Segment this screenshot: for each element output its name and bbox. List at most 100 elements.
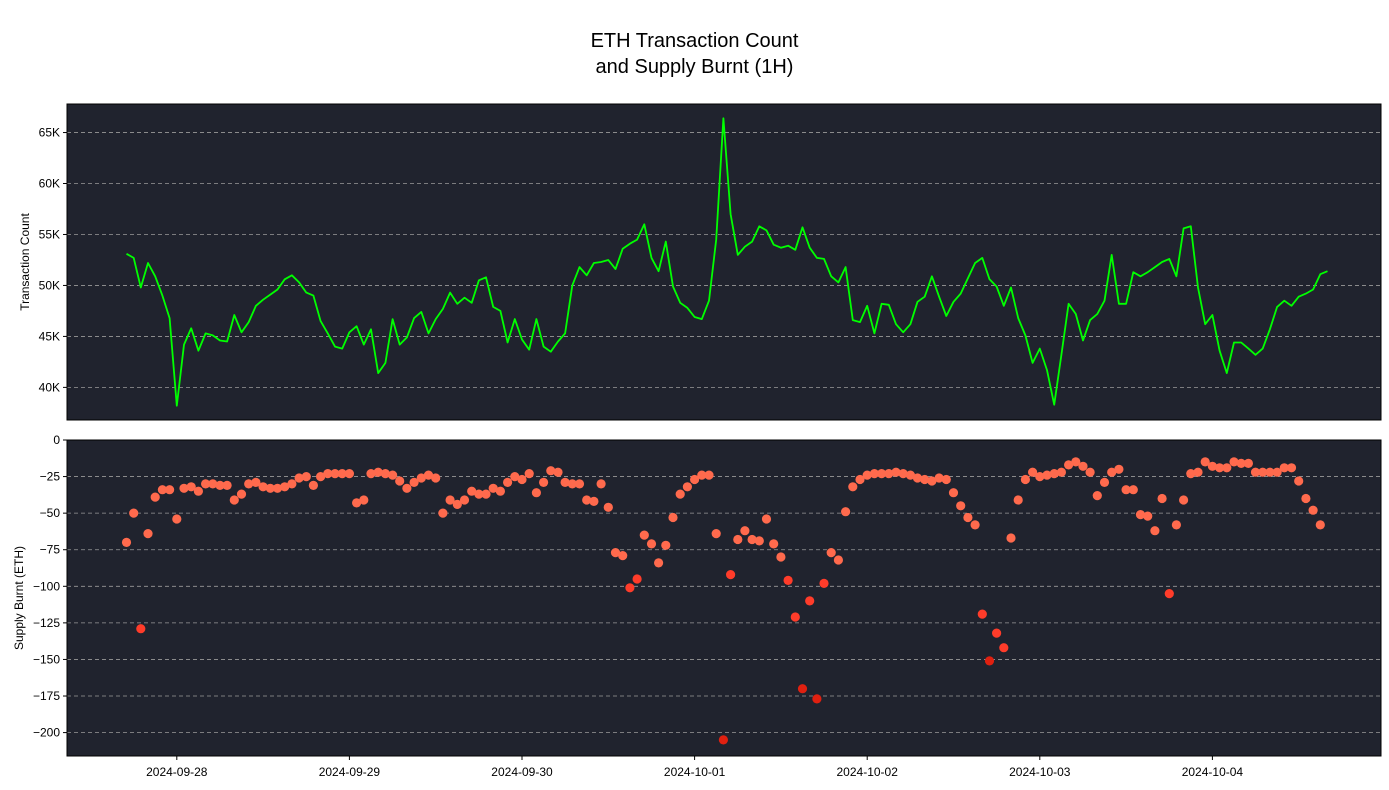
data-point	[862, 470, 872, 480]
data-point	[531, 488, 542, 498]
data-point	[596, 479, 606, 489]
data-point	[711, 529, 721, 539]
data-point	[733, 534, 743, 545]
supply-burnt-panel: −200 −175 −150 −125 −100 −75 −50 −25 0 Supply Bur…	[12, 433, 1382, 757]
data-point	[1013, 495, 1023, 505]
data-point	[1056, 467, 1066, 477]
data-point	[222, 480, 232, 490]
y-tick-label: 0	[53, 433, 60, 447]
data-point	[646, 539, 657, 549]
data-point	[877, 469, 887, 479]
data-point	[668, 512, 678, 523]
x-tick-label: 2024-09-30	[491, 765, 553, 779]
data-point	[718, 735, 729, 745]
data-point	[1286, 463, 1297, 473]
data-point	[999, 643, 1009, 653]
data-point	[1135, 509, 1146, 520]
data-point	[258, 482, 268, 492]
data-point	[1128, 485, 1138, 495]
data-point	[855, 474, 865, 485]
data-point	[747, 534, 757, 545]
data-point	[301, 472, 311, 482]
data-point	[546, 466, 556, 476]
data-point	[905, 470, 916, 480]
data-point	[654, 558, 664, 568]
data-point	[553, 467, 563, 477]
data-point	[560, 477, 570, 487]
data-point	[467, 486, 477, 496]
y-tick-label: −100	[33, 579, 60, 593]
x-tick-label: 2024-10-04	[1182, 765, 1244, 779]
data-point	[912, 473, 923, 483]
data-point	[316, 472, 326, 482]
data-point	[740, 526, 750, 536]
data-point	[574, 479, 585, 489]
data-point	[1099, 477, 1110, 487]
data-point	[1078, 461, 1088, 471]
data-point	[1301, 493, 1311, 504]
data-point	[157, 485, 167, 495]
data-point	[610, 548, 621, 558]
data-point	[495, 486, 505, 496]
data-point	[1179, 495, 1189, 505]
data-point	[582, 495, 592, 505]
data-point	[388, 470, 398, 480]
data-point	[618, 551, 628, 561]
data-point	[1020, 474, 1030, 485]
data-point	[1315, 520, 1325, 530]
data-point	[1121, 485, 1131, 495]
data-point	[265, 483, 275, 493]
data-point	[445, 495, 455, 505]
data-point	[150, 492, 160, 502]
data-point	[1035, 472, 1045, 482]
data-point	[474, 489, 484, 499]
y-tick-label: −75	[40, 543, 61, 557]
data-point	[352, 498, 362, 508]
data-point	[193, 486, 203, 496]
data-point	[1071, 457, 1081, 467]
data-point	[236, 489, 247, 499]
y-tick-label: −175	[33, 689, 60, 703]
data-point	[1215, 463, 1225, 473]
data-point	[697, 470, 707, 480]
y-tick-label: −25	[40, 470, 61, 484]
chart-title: ETH Transaction Count and Supply Burnt (…	[590, 30, 799, 78]
data-point	[452, 499, 462, 509]
data-point	[431, 473, 441, 483]
data-point	[790, 612, 800, 622]
data-point	[229, 495, 239, 505]
data-point	[1042, 470, 1052, 480]
data-point	[726, 570, 736, 580]
data-point	[797, 684, 808, 694]
data-point	[280, 482, 290, 492]
data-point	[1171, 520, 1181, 530]
data-point	[632, 574, 642, 584]
y-tick-label: −150	[33, 652, 60, 666]
data-point	[761, 514, 772, 524]
plot-area	[67, 104, 1381, 420]
data-point	[776, 552, 786, 562]
data-point	[215, 480, 225, 490]
data-point	[1265, 467, 1275, 477]
data-point	[366, 469, 376, 479]
data-point	[459, 495, 470, 505]
data-point	[884, 469, 894, 479]
data-point	[524, 469, 534, 479]
data-point	[898, 469, 908, 479]
data-point	[992, 628, 1002, 638]
data-point	[330, 469, 340, 479]
data-point	[1200, 457, 1210, 467]
data-point	[272, 483, 283, 493]
data-point	[1006, 533, 1016, 543]
y-tick-label: 40K	[39, 380, 60, 394]
data-point	[1294, 476, 1304, 486]
data-point	[136, 624, 146, 634]
data-point	[179, 483, 189, 493]
data-point	[639, 530, 649, 540]
data-point	[812, 694, 822, 704]
x-tick-label: 2024-09-29	[319, 765, 381, 779]
data-point	[826, 548, 836, 558]
data-point	[201, 479, 211, 489]
y-tick-label: 60K	[39, 177, 60, 191]
